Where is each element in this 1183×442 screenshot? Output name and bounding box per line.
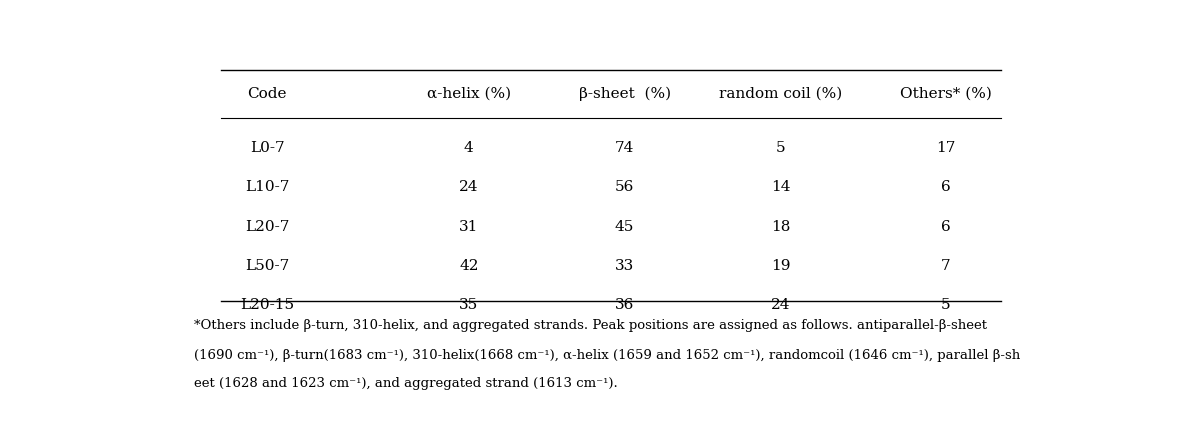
Text: 33: 33	[615, 259, 634, 273]
Text: 24: 24	[771, 298, 790, 312]
Text: Code: Code	[247, 87, 286, 101]
Text: (1690 cm⁻¹), β-turn(1683 cm⁻¹), 310-helix(1668 cm⁻¹), α-helix (1659 and 1652 cm⁻: (1690 cm⁻¹), β-turn(1683 cm⁻¹), 310-heli…	[194, 350, 1020, 362]
Text: 74: 74	[615, 141, 634, 155]
Text: 5: 5	[776, 141, 786, 155]
Text: L50-7: L50-7	[245, 259, 289, 273]
Text: 31: 31	[459, 220, 478, 234]
Text: 17: 17	[936, 141, 955, 155]
Text: L10-7: L10-7	[245, 180, 290, 194]
Text: 19: 19	[771, 259, 790, 273]
Text: 18: 18	[771, 220, 790, 234]
Text: 4: 4	[464, 141, 473, 155]
Text: eet (1628 and 1623 cm⁻¹), and aggregated strand (1613 cm⁻¹).: eet (1628 and 1623 cm⁻¹), and aggregated…	[194, 377, 618, 390]
Text: 36: 36	[615, 298, 634, 312]
Text: L20-15: L20-15	[240, 298, 295, 312]
Text: 6: 6	[940, 180, 950, 194]
Text: 56: 56	[615, 180, 634, 194]
Text: 6: 6	[940, 220, 950, 234]
Text: 35: 35	[459, 298, 478, 312]
Text: 42: 42	[459, 259, 478, 273]
Text: L20-7: L20-7	[245, 220, 290, 234]
Text: random coil (%): random coil (%)	[719, 87, 842, 101]
Text: α-helix (%): α-helix (%)	[427, 87, 511, 101]
Text: *Others include β-turn, 310-helix, and aggregated strands. Peak positions are as: *Others include β-turn, 310-helix, and a…	[194, 319, 987, 332]
Text: β-sheet  (%): β-sheet (%)	[578, 87, 671, 101]
Text: 45: 45	[615, 220, 634, 234]
Text: 14: 14	[771, 180, 790, 194]
Text: 24: 24	[459, 180, 478, 194]
Text: Others* (%): Others* (%)	[899, 87, 991, 101]
Text: 7: 7	[940, 259, 950, 273]
Text: L0-7: L0-7	[250, 141, 284, 155]
Text: 5: 5	[940, 298, 950, 312]
